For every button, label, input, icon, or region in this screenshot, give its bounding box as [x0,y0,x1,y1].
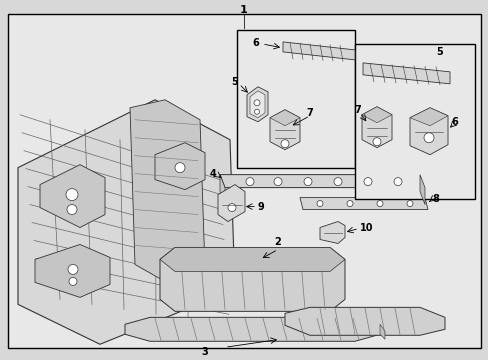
Circle shape [253,100,260,106]
Polygon shape [362,63,449,84]
Polygon shape [155,143,204,190]
Circle shape [227,203,236,212]
Circle shape [346,201,352,207]
Polygon shape [379,324,384,339]
Polygon shape [18,100,235,344]
Circle shape [66,189,78,201]
Polygon shape [130,100,204,284]
Circle shape [376,201,382,207]
Polygon shape [220,175,424,188]
Text: 9: 9 [258,202,264,212]
Bar [354,44,474,199]
Circle shape [363,177,371,186]
Circle shape [333,177,341,186]
Circle shape [304,177,311,186]
Polygon shape [409,108,447,126]
Polygon shape [249,91,264,118]
Text: 6: 6 [252,38,259,48]
Polygon shape [419,175,424,204]
Text: 7: 7 [354,105,361,115]
Text: 5: 5 [231,77,238,87]
Circle shape [393,177,401,186]
Text: 7: 7 [306,108,313,118]
Circle shape [67,204,77,215]
Polygon shape [269,110,299,126]
Text: 3: 3 [201,347,208,357]
Polygon shape [246,87,267,122]
Polygon shape [40,165,105,228]
Circle shape [316,201,323,207]
Polygon shape [361,107,391,123]
Polygon shape [283,42,354,60]
Polygon shape [299,198,427,210]
Circle shape [68,265,78,274]
Polygon shape [319,221,345,243]
Text: 4: 4 [209,168,216,179]
Circle shape [281,140,288,148]
Circle shape [175,163,184,173]
Text: 1: 1 [240,5,247,15]
Polygon shape [409,108,447,155]
Text: 6: 6 [451,117,457,127]
Text: 10: 10 [359,222,373,233]
Circle shape [372,138,380,146]
Circle shape [406,201,412,207]
Polygon shape [285,307,444,335]
Circle shape [245,177,253,186]
Polygon shape [269,110,299,150]
Text: 5: 5 [436,47,443,57]
Polygon shape [218,185,244,221]
Polygon shape [220,175,224,204]
Polygon shape [35,244,110,297]
Bar [237,30,354,168]
Circle shape [273,177,282,186]
Circle shape [254,109,259,114]
Polygon shape [125,317,379,341]
Text: 2: 2 [274,238,281,247]
Circle shape [69,278,77,285]
Polygon shape [160,247,345,271]
Polygon shape [160,247,345,311]
Circle shape [423,133,433,143]
Polygon shape [361,107,391,148]
Text: 8: 8 [431,194,438,203]
